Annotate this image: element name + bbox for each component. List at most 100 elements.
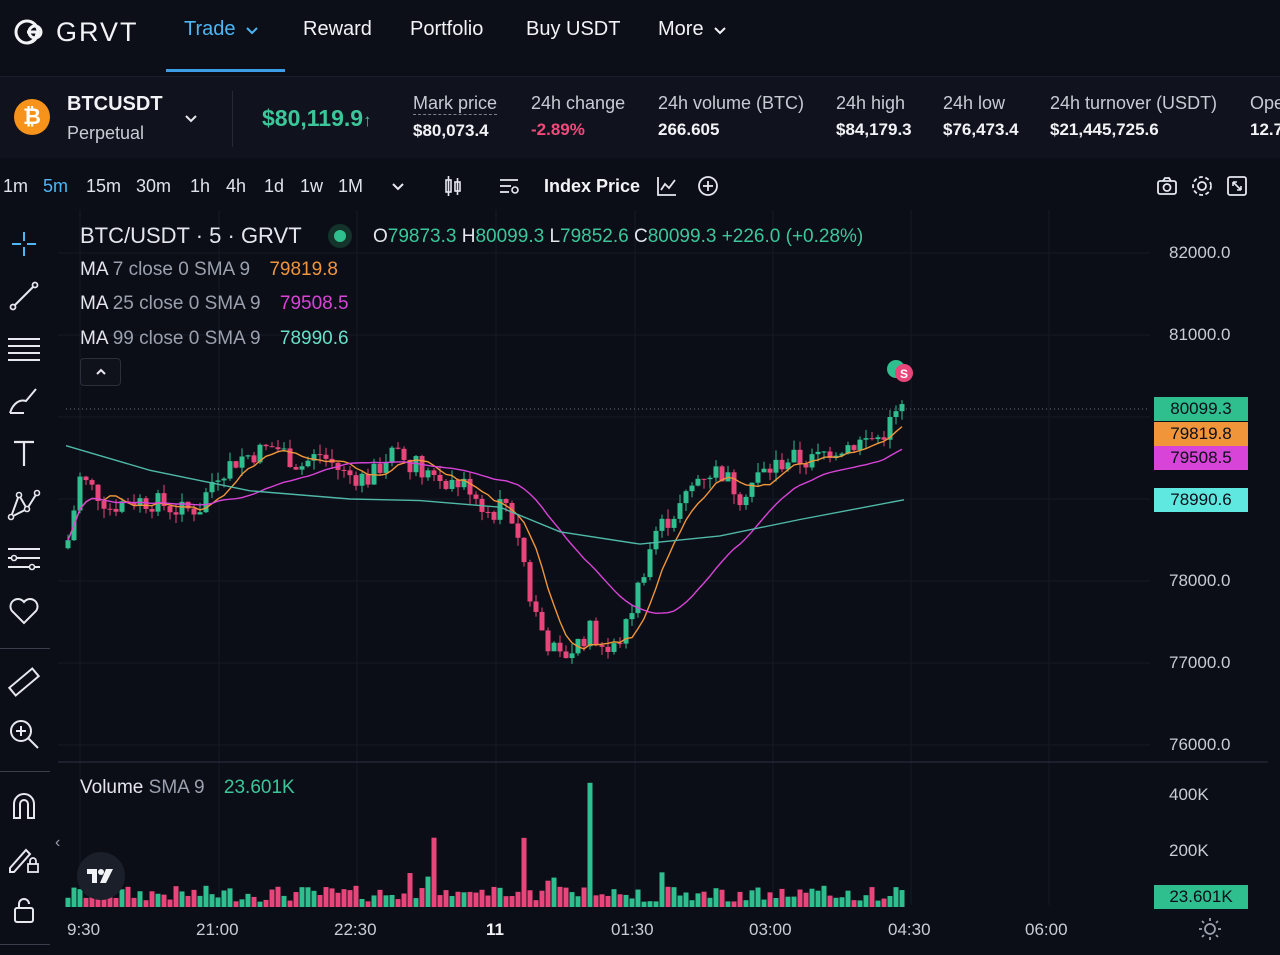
volume-legend[interactable]: Volume SMA 9 23.601K [80,777,295,799]
volume-bar [887,895,893,907]
timeframe-1d[interactable]: 1d [264,176,285,196]
price-axis-label: 82000.0 [1169,243,1231,262]
ma-params: 99 close 0 SMA 9 [112,328,261,349]
candle-body [119,501,125,512]
volume-bar [701,891,707,907]
candle-body [257,444,263,463]
volume-bar [119,889,125,907]
volume-bar [725,901,731,907]
timeframe-1M[interactable]: 1M [338,176,364,196]
candle-style-icon[interactable] [441,174,465,198]
volume-bar [713,888,719,907]
candle-body [593,620,599,646]
stat-label: 24h volume (BTC) [658,93,805,113]
timeframe-dropdown-chevron-icon[interactable] [386,174,410,198]
add-plus-circle-icon[interactable] [696,174,720,198]
market-symbol[interactable]: BTCUSDT [67,93,163,115]
candle-body [371,463,377,485]
candle-body [881,437,887,440]
volume-bar [269,889,275,907]
market-selector-chevron-icon[interactable] [182,109,200,127]
timeframe-15m[interactable]: 15m [86,176,122,196]
timeframe-5m[interactable]: 5m [43,176,69,196]
ma99-price-tag: 78990.6 [1154,488,1248,512]
legend-collapse-button[interactable] [80,358,121,386]
zoom-in-icon[interactable] [6,716,42,752]
candle-body [629,613,635,620]
volume-bar [275,886,281,907]
volume-bar [581,887,587,907]
contract-type: Perpetual [67,123,145,143]
heart-icon[interactable] [6,592,42,628]
candle-body [719,466,725,482]
nav-more[interactable]: More [658,18,728,41]
grvt-logo[interactable]: GRVT [14,16,139,48]
price-axis-label: 76000.0 [1169,735,1231,754]
sun-icon[interactable] [1198,917,1222,941]
timeframe-1h[interactable]: 1h [190,176,211,196]
scroll-left-arrow[interactable]: ‹ [55,834,61,851]
nav-buy-usdt[interactable]: Buy USDT [526,18,620,41]
horizontal-lines-icon[interactable] [6,331,42,367]
brush-icon[interactable] [6,383,42,419]
volume-bar [743,900,749,907]
timeframe-30m[interactable]: 30m [136,176,172,196]
candle-body [851,445,857,451]
volume-bar [263,899,269,907]
candle-body [707,477,713,480]
magnet-icon[interactable] [6,788,42,824]
timeframe-1w[interactable]: 1w [300,176,324,196]
ma25-legend[interactable]: MA 25 close 0 SMA 9 79508.5 [80,293,349,315]
candle-body [893,411,899,417]
nav-reward[interactable]: Reward [303,18,372,41]
volume-bar [233,901,239,907]
volume-bar [791,896,797,907]
candle-body [365,473,371,485]
candle-body [677,503,683,519]
stat-label[interactable]: Mark price [413,93,498,115]
volume-bar [257,901,263,907]
candle-body [587,620,593,647]
grvt-logo-icon [14,19,43,45]
volume-bar [245,893,251,907]
time-axis-label: 06:00 [1025,920,1068,939]
candle-body [209,481,215,493]
nav-buy-usdt-label: Buy USDT [526,18,621,40]
text-tool-icon[interactable] [6,435,42,471]
ma99-legend[interactable]: MA 99 close 0 SMA 9 78990.6 [80,328,349,350]
volume-bar [671,887,677,907]
indicators-icon[interactable] [655,174,679,198]
chart-settings-icon[interactable] [497,174,521,198]
trend-line-icon[interactable] [6,278,42,314]
lock-icon[interactable] [6,892,42,928]
nav-portfolio[interactable]: Portfolio [410,18,483,41]
candle-body [419,456,425,478]
candle-body [245,455,251,457]
crosshair-icon[interactable] [6,226,42,262]
tradingview-icon [87,869,113,883]
stat-value: $80,073.4 [413,121,489,140]
volume-bar [731,901,737,907]
gear-icon[interactable] [1190,174,1214,198]
time-axis-label: 01:30 [611,920,654,939]
fib-tool-icon[interactable] [6,540,42,576]
index-price-toggle[interactable]: Index Price [544,176,641,196]
trade-marker[interactable]: S [887,360,913,382]
fullscreen-icon[interactable] [1225,174,1249,198]
pattern-tool-icon[interactable] [6,487,42,523]
tradingview-logo[interactable] [77,852,125,900]
timeframe-1m[interactable]: 1m [3,176,29,196]
volume-bar [599,894,605,907]
candle-body [449,479,455,489]
candle-body [461,478,467,488]
lock-drawing-icon[interactable] [6,840,42,876]
timeframe-4h[interactable]: 4h [226,176,247,196]
nav-trade[interactable]: Trade [184,18,260,41]
candle-body [545,630,551,652]
camera-icon[interactable] [1155,174,1179,198]
time-axis-label: 21:00 [196,920,239,939]
ruler-icon[interactable] [6,664,42,700]
volume-bar [491,886,497,907]
ma7-legend[interactable]: MA 7 close 0 SMA 9 79819.8 [80,259,338,281]
volume-bar [761,899,767,907]
